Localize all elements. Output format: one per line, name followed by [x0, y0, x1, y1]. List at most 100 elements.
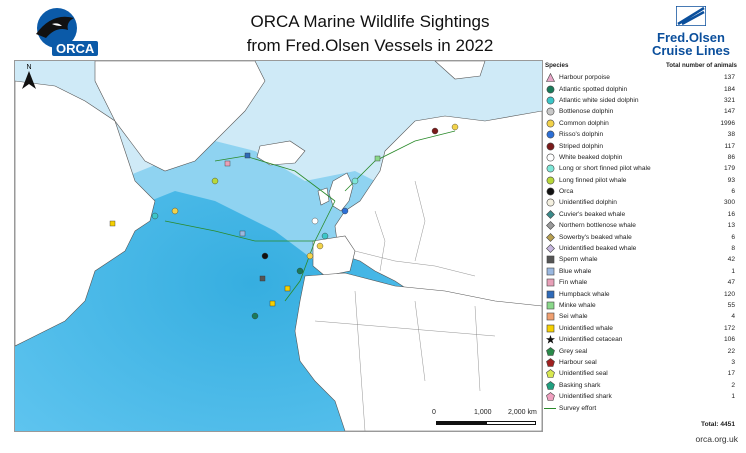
- sighting-marker: [284, 285, 291, 292]
- legend-item-name: Unidentified shark: [559, 393, 612, 401]
- legend-item-count: 17: [727, 370, 735, 378]
- pentagon-symbol-icon: [543, 380, 557, 390]
- square-symbol-icon: [543, 324, 557, 333]
- circle-symbol-icon: [543, 176, 557, 185]
- sighting-marker: [316, 242, 324, 250]
- legend-item: Long or short finned pilot whale 179: [543, 163, 739, 174]
- square-symbol-icon: [543, 301, 557, 310]
- legend-item-name: Atlantic white sided dolphin: [559, 96, 639, 104]
- legend-item: Harbour seal 3: [543, 357, 739, 368]
- sighting-marker: [341, 207, 349, 215]
- legend-item-name: Northern bottlenose whale: [559, 222, 636, 230]
- legend-item-name: Unidentified seal: [559, 370, 608, 378]
- legend-item: Sei whale 4: [543, 311, 739, 322]
- legend-item-name: Bottlenose dolphin: [559, 108, 614, 116]
- sighting-marker: [251, 312, 259, 320]
- sighting-marker: [306, 252, 314, 260]
- sighting-marker: [239, 230, 246, 237]
- legend-item: Risso's dolphin 38: [543, 129, 739, 140]
- legend-item-count: 47: [727, 279, 735, 287]
- land-europe: [334, 110, 542, 322]
- legend-item-count: 172: [723, 324, 735, 332]
- sighting-marker: [244, 152, 251, 159]
- legend-item-name: Blue whale: [559, 267, 592, 275]
- title-line-2: from Fred.Olsen Vessels in 2022: [246, 36, 494, 55]
- legend-rows: Harbour porpoise 137 Atlantic spotted dolp…: [543, 72, 739, 414]
- circle-symbol-icon: [543, 119, 557, 128]
- legend-item-count: 300: [723, 199, 735, 207]
- legend-item: Northern bottlenose whale 13: [543, 220, 739, 231]
- scale-end: 2,000 km: [508, 409, 537, 416]
- legend-item-count: 55: [727, 302, 735, 309]
- legend-item-name: Unidentified cetacean: [559, 336, 623, 344]
- orca-logo-text: ORCA: [52, 41, 99, 56]
- legend-item-count: 1996: [720, 119, 735, 127]
- legend-item: Orca 6: [543, 186, 739, 197]
- sighting-marker: [431, 127, 439, 135]
- legend-item-name: Harbour seal: [559, 358, 597, 366]
- north-arrow: N: [20, 64, 38, 94]
- circle-symbol-icon: [543, 130, 557, 139]
- legend-item-name: Orca: [559, 188, 574, 196]
- map-canvas: [15, 61, 542, 431]
- land-north-america: [15, 80, 156, 347]
- legend-item-count: 1: [731, 267, 735, 275]
- north-arrow-icon: [22, 71, 36, 89]
- legend-item-count: 120: [723, 290, 735, 298]
- legend-item: Sowerby's beaked whale 6: [543, 231, 739, 242]
- legend-item-name: Sei whale: [559, 313, 588, 321]
- legend-item-name: Long or short finned pilot whale: [559, 165, 651, 173]
- legend-species-header: Species: [545, 62, 569, 69]
- legend-item: Unidentified seal 17: [543, 368, 739, 379]
- legend-item: Common dolphin 1996: [543, 118, 739, 129]
- legend-item-count: 93: [727, 176, 735, 184]
- north-label: N: [26, 64, 32, 71]
- land-africa: [294, 272, 542, 431]
- square-symbol-icon: [543, 312, 557, 321]
- pentagon-symbol-icon: [543, 392, 557, 401]
- legend-item-name: Atlantic spotted dolphin: [559, 85, 628, 93]
- legend-item: Atlantic white sided dolphin 321: [543, 95, 739, 106]
- legend-item-name: Long finned pilot whale: [559, 176, 627, 184]
- sighting-marker: [109, 220, 116, 227]
- scale-bar: 0 1,000 2,000 km: [432, 407, 542, 427]
- legend-item-count: 117: [724, 142, 735, 150]
- legend-item-count: 4: [731, 313, 735, 321]
- legend-item-name: Grey seal: [559, 347, 588, 355]
- land-iberia: [312, 235, 356, 277]
- legend-item-count: 137: [723, 74, 735, 82]
- legend-item-count: 38: [727, 131, 735, 139]
- sighting-marker: [151, 212, 159, 220]
- sighting-marker: [296, 267, 304, 275]
- legend-item-name: Sperm whale: [559, 256, 598, 264]
- legend-item: Fin whale 47: [543, 277, 739, 288]
- legend-item-count: 184: [723, 85, 735, 93]
- legend-item-name: Common dolphin: [559, 119, 609, 127]
- circle-symbol-icon: [543, 198, 557, 207]
- legend-item-count: 6: [731, 188, 735, 196]
- sighting-marker: [321, 232, 329, 240]
- sighting-marker: [351, 177, 359, 185]
- legend-item-count: 321: [723, 96, 735, 104]
- map-panel: [14, 60, 543, 432]
- legend-item-count: 22: [727, 347, 735, 355]
- legend-item-name: Basking shark: [559, 381, 601, 389]
- legend-item: White beaked dolphin 86: [543, 152, 739, 163]
- circle-symbol-icon: [543, 85, 557, 94]
- legend-item: Harbour porpoise 137: [543, 72, 739, 83]
- circle-symbol-icon: [543, 187, 557, 196]
- footer-url: orca.org.uk: [695, 434, 738, 444]
- sighting-marker: [211, 177, 219, 185]
- land-ireland: [317, 187, 330, 206]
- legend-item-name: Unidentified beaked whale: [559, 245, 637, 253]
- legend-item-count: 86: [727, 153, 735, 161]
- square-symbol-icon: [543, 255, 557, 264]
- legend-item-name: Minke whale: [559, 302, 596, 309]
- square-symbol-icon: [543, 267, 557, 276]
- legend-item-name: Cuvier's beaked whale: [559, 210, 626, 218]
- sighting-marker: [171, 207, 179, 215]
- sighting-marker: [261, 252, 269, 260]
- pentagon-symbol-icon: [543, 369, 557, 379]
- fred-olsen-logo: Fred.Olsen Cruise Lines: [646, 5, 736, 58]
- legend: Species Total number of animals Harbour …: [543, 60, 739, 430]
